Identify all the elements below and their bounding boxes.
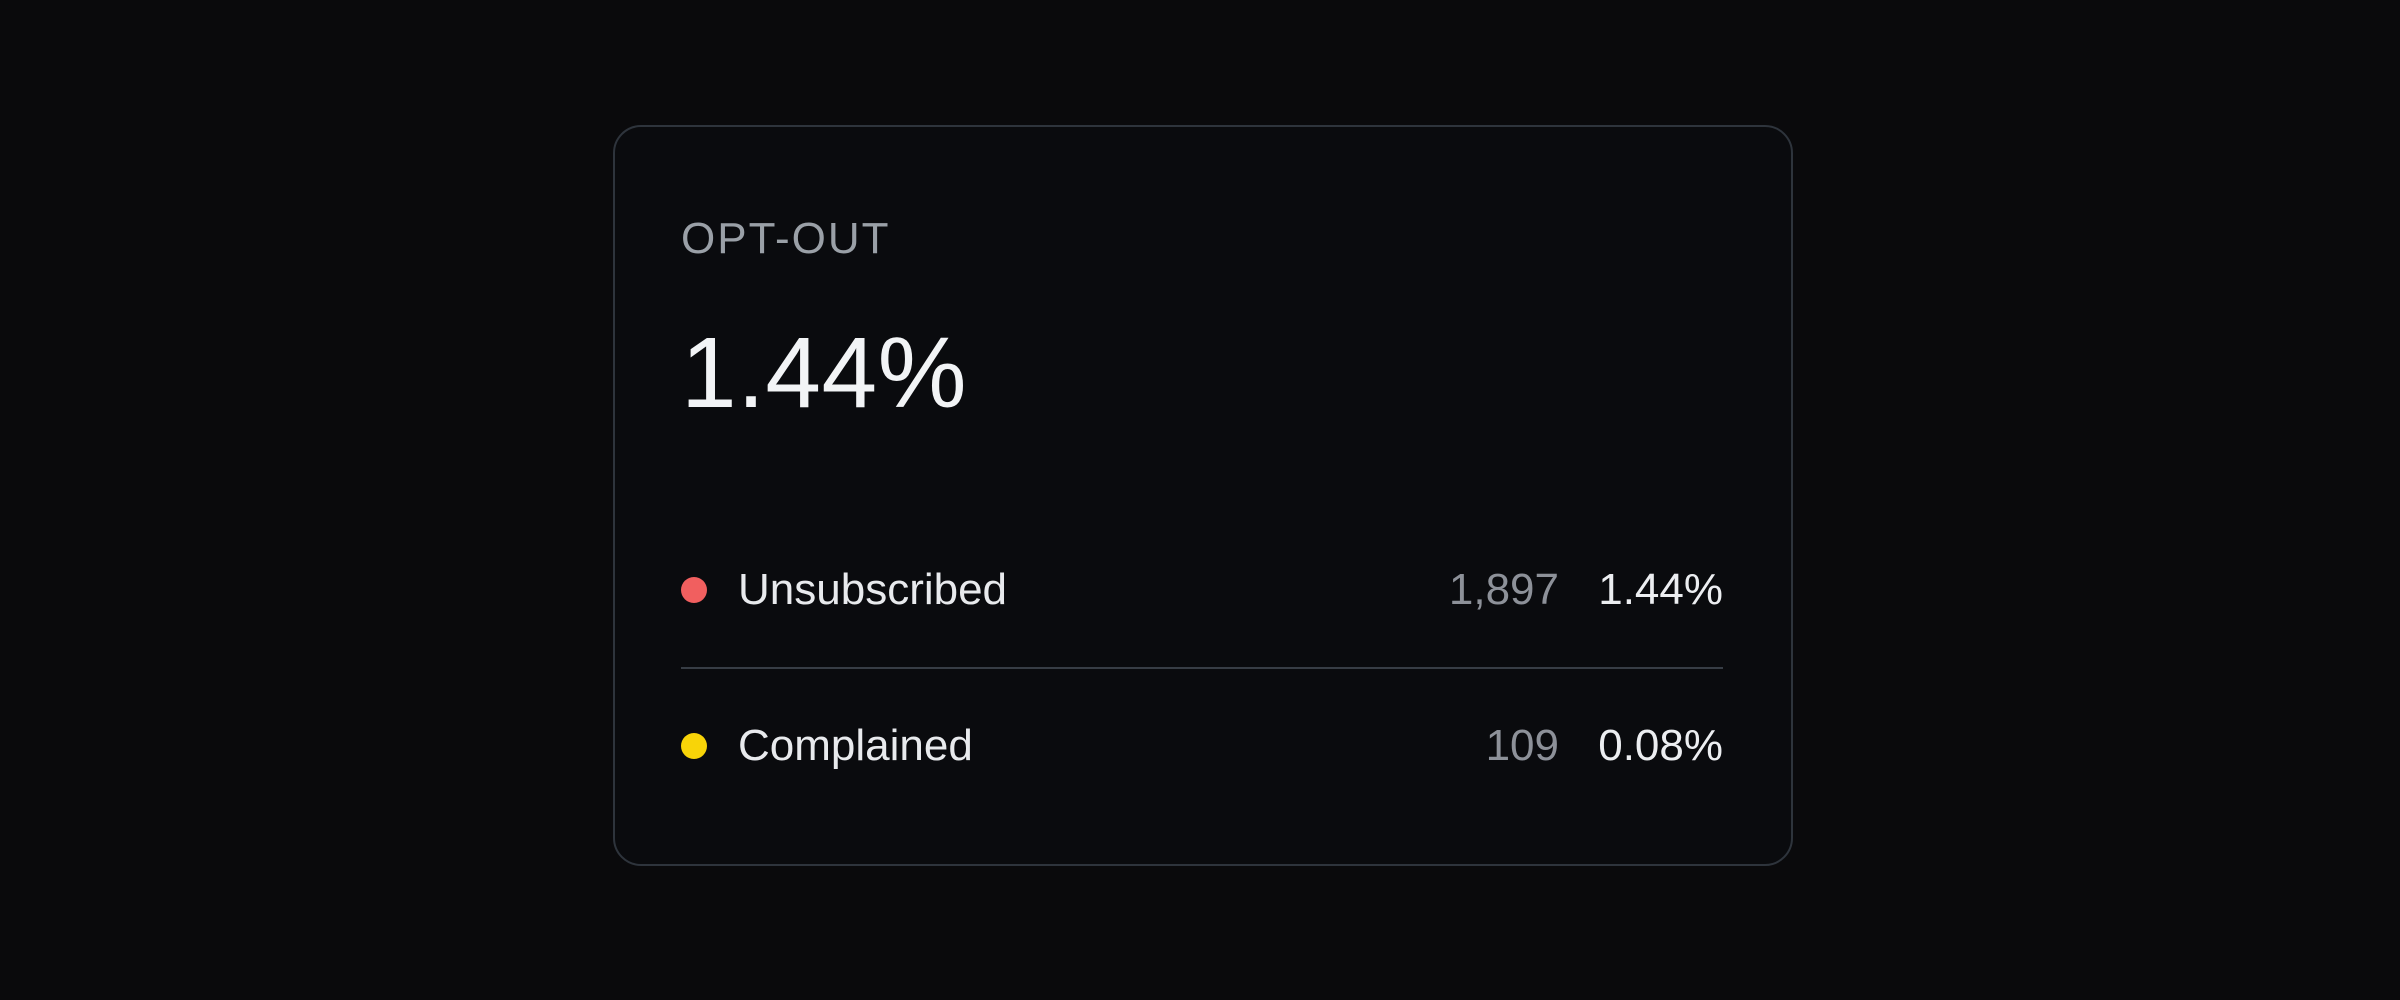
opt-out-metric-card: OPT-OUT 1.44% Unsubscribed 1,897 1.44% C… (613, 125, 1793, 866)
row-label: Complained (738, 721, 973, 770)
row-label: Unsubscribed (738, 565, 1008, 614)
metric-row-unsubscribed: Unsubscribed 1,897 1.44% (681, 513, 1723, 667)
row-count: 1,897 (1448, 565, 1559, 614)
opt-out-rate-value: 1.44% (681, 317, 968, 429)
row-count: 109 (1485, 721, 1559, 770)
complained-dot-icon (681, 733, 707, 759)
row-percent: 1.44% (1598, 565, 1723, 614)
card-title: OPT-OUT (681, 214, 891, 263)
metric-rows: Unsubscribed 1,897 1.44% Complained 109 … (681, 513, 1723, 823)
row-percent: 0.08% (1598, 721, 1723, 770)
unsubscribed-dot-icon (681, 577, 707, 603)
metric-row-complained: Complained 109 0.08% (681, 667, 1723, 823)
